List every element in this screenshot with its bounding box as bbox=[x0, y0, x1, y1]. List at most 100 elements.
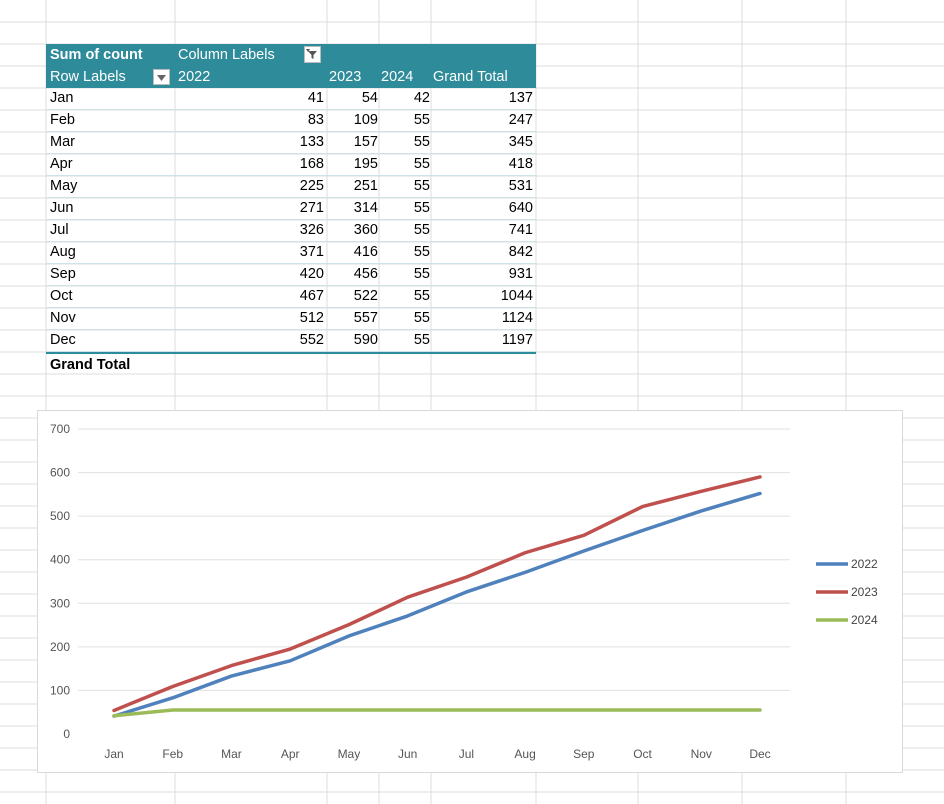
value-grand-total: 931 bbox=[508, 266, 533, 282]
y-tick-label: 500 bbox=[50, 509, 70, 523]
value-2024: 55 bbox=[413, 112, 430, 128]
value-2023: 195 bbox=[353, 156, 378, 172]
value-grand-total: 137 bbox=[508, 90, 533, 106]
value-grand-total: 418 bbox=[508, 156, 533, 172]
column-filter-button[interactable] bbox=[304, 46, 321, 63]
row-label: Jan bbox=[50, 90, 74, 106]
x-tick-label: Dec bbox=[749, 747, 770, 761]
value-2022: 271 bbox=[299, 200, 324, 216]
value-2023: 456 bbox=[353, 266, 378, 282]
y-tick-label: 300 bbox=[50, 596, 70, 610]
value-grand-total: 640 bbox=[508, 200, 533, 216]
pivot-row[interactable]: Aug 371 416 55 842 bbox=[46, 242, 536, 264]
value-grand-total: 842 bbox=[508, 244, 533, 260]
value-field-label[interactable]: Sum of count bbox=[50, 47, 143, 63]
pivot-row[interactable]: Dec 552 590 55 1197 bbox=[46, 330, 536, 352]
value-2024: 42 bbox=[413, 90, 430, 106]
x-tick-label: Jul bbox=[459, 747, 474, 761]
pivot-header-row-1: Sum of count Column Labels bbox=[46, 44, 536, 66]
pivot-header-row-2: Row Labels 2022 2023 2024 Grand Total bbox=[46, 66, 536, 88]
pivot-row[interactable]: Nov 512 557 55 1124 bbox=[46, 308, 536, 330]
col-header-grand-total: Grand Total bbox=[433, 69, 508, 85]
row-label: Jun bbox=[50, 200, 74, 216]
pivot-body: Jan 41 54 42 137 Feb 83 109 55 247 Mar 133 157 55 345 A… bbox=[46, 88, 536, 352]
y-tick-label: 100 bbox=[50, 683, 70, 697]
y-tick-label: 700 bbox=[50, 422, 70, 436]
dropdown-arrow-icon bbox=[157, 75, 166, 81]
value-2022: 225 bbox=[299, 178, 324, 194]
value-grand-total: 1044 bbox=[500, 288, 533, 304]
row-labels-header[interactable]: Row Labels bbox=[50, 69, 126, 85]
value-2022: 512 bbox=[299, 310, 324, 326]
col-header-2023: 2023 bbox=[329, 69, 362, 85]
series-line-2023[interactable] bbox=[112, 475, 762, 713]
value-2024: 55 bbox=[413, 244, 430, 260]
value-2023: 360 bbox=[353, 222, 378, 238]
grand-total-row[interactable]: Grand Total bbox=[46, 352, 536, 376]
value-2024: 55 bbox=[413, 200, 430, 216]
row-filter-button[interactable] bbox=[153, 69, 170, 85]
row-label: May bbox=[50, 178, 78, 194]
pivot-row[interactable]: Feb 83 109 55 247 bbox=[46, 110, 536, 132]
value-grand-total: 247 bbox=[508, 112, 533, 128]
value-2023: 416 bbox=[353, 244, 378, 260]
row-label: Sep bbox=[50, 266, 76, 282]
pivot-row[interactable]: Jan 41 54 42 137 bbox=[46, 88, 536, 110]
y-tick-label: 0 bbox=[63, 727, 70, 741]
value-2022: 168 bbox=[299, 156, 324, 172]
value-2024: 55 bbox=[413, 222, 430, 238]
value-2023: 557 bbox=[353, 310, 378, 326]
x-tick-label: Apr bbox=[281, 747, 300, 761]
value-2022: 467 bbox=[299, 288, 324, 304]
legend-label-2023: 2023 bbox=[851, 585, 878, 599]
row-label: Jul bbox=[50, 222, 69, 238]
pivot-row[interactable]: Jul 326 360 55 741 bbox=[46, 220, 536, 242]
value-2023: 314 bbox=[353, 200, 378, 216]
legend-label-2022: 2022 bbox=[851, 557, 878, 571]
x-tick-label: May bbox=[338, 747, 361, 761]
value-2023: 251 bbox=[353, 178, 378, 194]
series-line-2022[interactable] bbox=[112, 491, 762, 718]
value-2023: 590 bbox=[353, 332, 378, 348]
row-label: Apr bbox=[50, 156, 73, 172]
pivot-row[interactable]: Oct 467 522 55 1044 bbox=[46, 286, 536, 308]
value-2022: 133 bbox=[299, 134, 324, 150]
value-2023: 522 bbox=[353, 288, 378, 304]
pivot-row[interactable]: May 225 251 55 531 bbox=[46, 176, 536, 198]
x-tick-label: Jan bbox=[104, 747, 123, 761]
x-tick-label: Mar bbox=[221, 747, 242, 761]
value-2024: 55 bbox=[413, 134, 430, 150]
value-2022: 420 bbox=[299, 266, 324, 282]
row-label: Oct bbox=[50, 288, 73, 304]
row-label: Dec bbox=[50, 332, 76, 348]
chart-canvas: 0 100 200 300 400 500 600 700 Jan Feb Mar Apr May Jun… bbox=[50, 422, 878, 761]
line-chart[interactable]: 0 100 200 300 400 500 600 700 Jan Feb Mar Apr May Jun… bbox=[37, 410, 903, 773]
x-tick-label: Aug bbox=[514, 747, 535, 761]
column-labels-header[interactable]: Column Labels bbox=[178, 47, 275, 63]
value-grand-total: 345 bbox=[508, 134, 533, 150]
value-2024: 55 bbox=[413, 266, 430, 282]
filter-icon bbox=[306, 49, 317, 59]
series-line-2024[interactable] bbox=[112, 708, 762, 718]
pivot-row[interactable]: Mar 133 157 55 345 bbox=[46, 132, 536, 154]
pivot-row[interactable]: Apr 168 195 55 418 bbox=[46, 154, 536, 176]
value-grand-total: 741 bbox=[508, 222, 533, 238]
x-tick-label: Jun bbox=[398, 747, 417, 761]
pivot-table[interactable]: Sum of count Column Labels Row Labels 20… bbox=[46, 44, 536, 376]
y-tick-label: 400 bbox=[50, 553, 70, 567]
grand-total-label: Grand Total bbox=[50, 357, 131, 373]
row-label: Feb bbox=[50, 112, 75, 128]
col-header-2022: 2022 bbox=[178, 69, 211, 85]
col-header-2024: 2024 bbox=[381, 69, 414, 85]
value-2022: 371 bbox=[299, 244, 324, 260]
value-2022: 326 bbox=[299, 222, 324, 238]
pivot-row[interactable]: Sep 420 456 55 931 bbox=[46, 264, 536, 286]
value-2022: 552 bbox=[299, 332, 324, 348]
value-2024: 55 bbox=[413, 288, 430, 304]
value-grand-total: 531 bbox=[508, 178, 533, 194]
value-grand-total: 1197 bbox=[501, 332, 533, 348]
value-grand-total: 1124 bbox=[501, 310, 533, 326]
value-2023: 109 bbox=[353, 112, 378, 128]
row-label: Nov bbox=[50, 310, 76, 326]
pivot-row[interactable]: Jun 271 314 55 640 bbox=[46, 198, 536, 220]
